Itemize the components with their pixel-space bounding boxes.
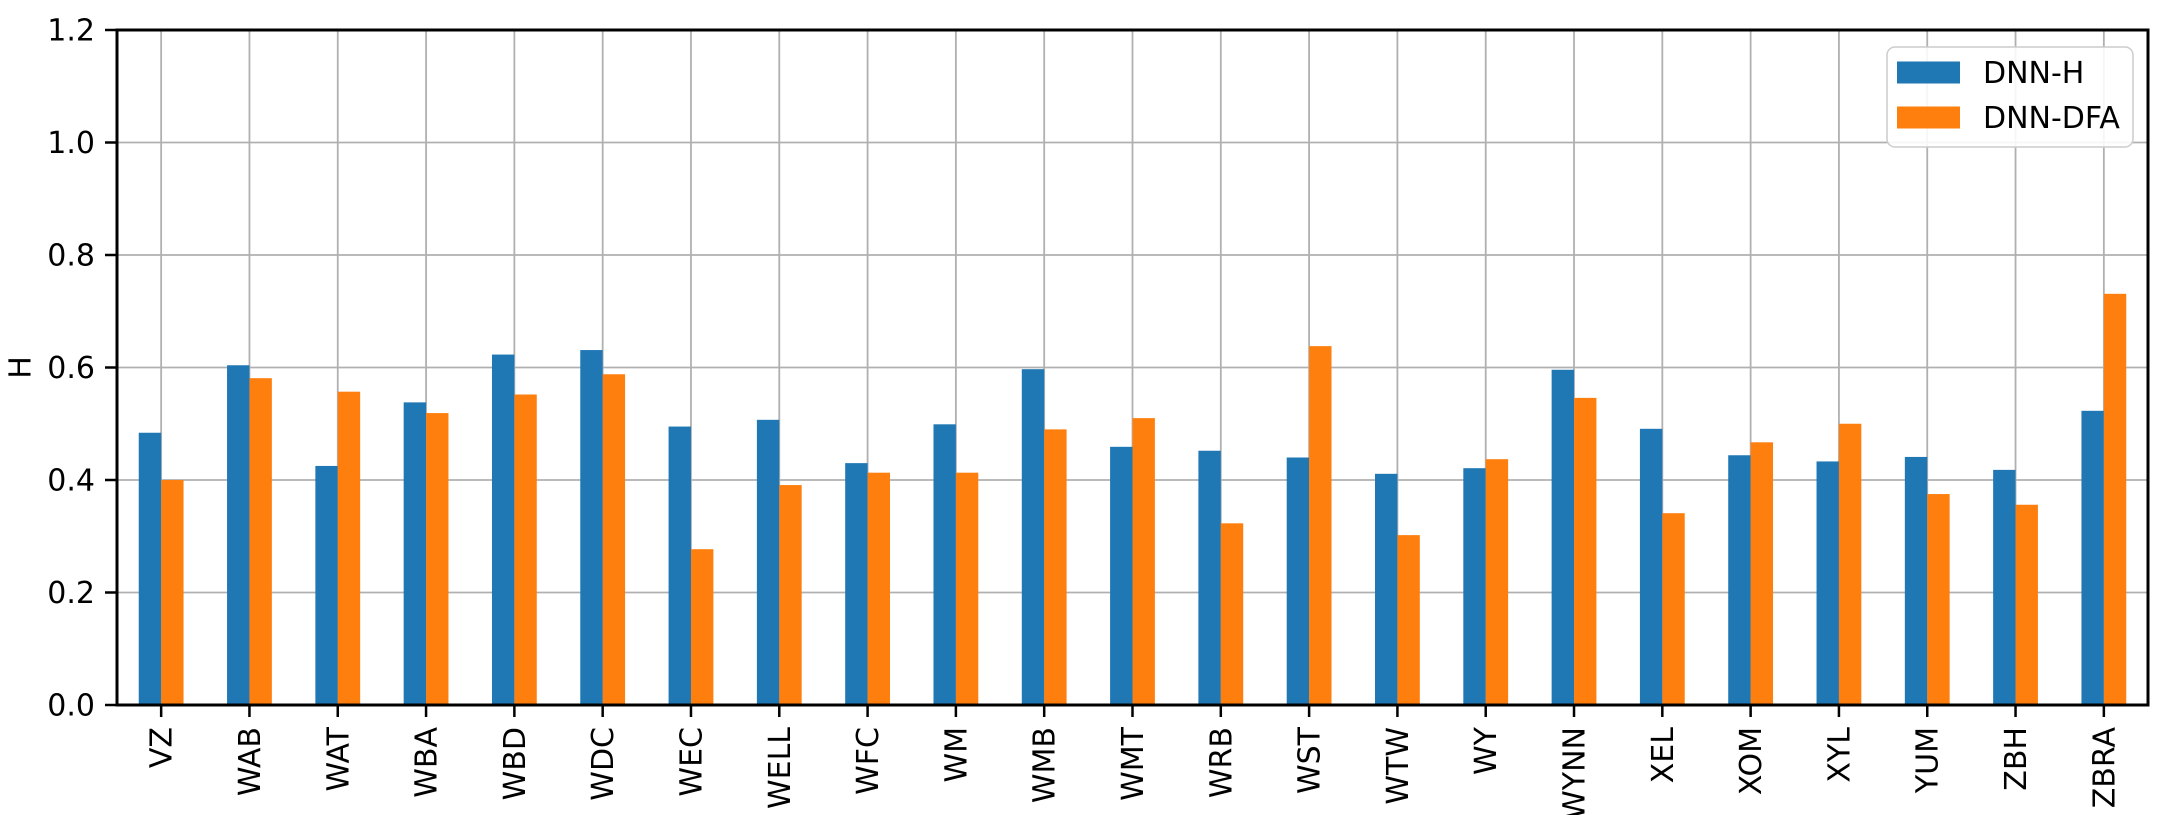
y-tick-label: 1.0	[47, 126, 95, 161]
bar-dnn-dfa-wba	[426, 413, 449, 705]
bar-dnn-h-wm	[933, 424, 956, 705]
bar-dnn-h-wfc	[845, 463, 868, 705]
bar-dnn-h-wmt	[1110, 446, 1133, 705]
bar-dnn-h-wy	[1463, 468, 1486, 705]
bar-dnn-dfa-wec	[690, 549, 714, 705]
bar-dnn-h-wec	[668, 426, 691, 705]
bar-dnn-h-wynn	[1551, 369, 1575, 705]
bar-dnn-h-well	[756, 419, 780, 705]
x-tick-label-wbd: WBD	[498, 727, 533, 800]
x-tick-label-zbh: ZBH	[1999, 727, 2034, 791]
y-axis-label: H	[4, 356, 39, 379]
legend-label-dnn-dfa: DNN-DFA	[1983, 101, 2120, 136]
bar-dnn-dfa-well	[779, 485, 802, 705]
x-tick-label-wab: WAB	[233, 727, 268, 796]
bar-dnn-h-wst	[1286, 457, 1310, 705]
x-tick-label-wynn: WYNN	[1558, 727, 1593, 815]
bar-dnn-h-yum	[1904, 456, 1928, 705]
bar-dnn-h-wba	[403, 402, 427, 705]
bar-dnn-dfa-zbh	[2015, 504, 2038, 705]
y-tick-label: 0.8	[47, 239, 95, 274]
bar-dnn-h-zbra	[2081, 410, 2104, 705]
bar-dnn-dfa-wbd	[514, 394, 537, 705]
bar-dnn-h-wbd	[491, 354, 515, 705]
bar-dnn-h-wab	[227, 365, 250, 705]
x-tick-label-wat: WAT	[321, 726, 356, 791]
bar-dnn-dfa-zbra	[2103, 293, 2127, 705]
legend-swatch-dnn-dfa	[1897, 106, 1960, 129]
bar-dnn-h-xom	[1728, 455, 1751, 705]
x-tick-label-wmb: WMB	[1028, 727, 1063, 803]
bar-dnn-dfa-wtw	[1397, 535, 1420, 705]
bar-dnn-h-wmb	[1021, 369, 1045, 705]
bar-dnn-dfa-wy	[1485, 459, 1509, 705]
x-tick-label-xyl: XYL	[1822, 727, 1857, 783]
legend-label-dnn-h: DNN-H	[1983, 56, 2084, 91]
x-tick-label-xel: XEL	[1646, 727, 1681, 784]
bar-dnn-h-wtw	[1375, 473, 1398, 705]
y-tick-label: 0.2	[47, 576, 95, 611]
x-tick-label-wba: WBA	[410, 727, 445, 798]
bar-dnn-dfa-wdc	[602, 374, 626, 705]
y-tick-label: 0.0	[47, 689, 95, 724]
x-tick-label-wrb: WRB	[1204, 727, 1239, 798]
bar-dnn-dfa-yum	[1927, 494, 1950, 705]
bar-dnn-dfa-wrb	[1220, 523, 1244, 705]
bar-dnn-dfa-wm	[955, 472, 979, 705]
x-tick-label-wtw: WTW	[1381, 727, 1416, 805]
bar-dnn-dfa-wynn	[1574, 397, 1597, 705]
x-tick-label-wec: WEC	[674, 727, 709, 797]
bar-dnn-dfa-wfc	[867, 472, 890, 705]
bar-dnn-dfa-xel	[1662, 513, 1685, 705]
bar-dnn-h-xyl	[1816, 461, 1839, 705]
bar-dnn-h-xel	[1639, 428, 1663, 705]
bar-dnn-dfa-vz	[161, 480, 184, 705]
x-tick-label-wdc: WDC	[586, 727, 621, 801]
y-tick-label: 1.2	[47, 14, 95, 49]
x-tick-label-wfc: WFC	[851, 727, 886, 795]
x-tick-label-well: WELL	[763, 727, 798, 809]
x-tick-label-yum: YUM	[1911, 727, 1946, 794]
x-tick-label-wy: WY	[1469, 726, 1504, 775]
bar-dnn-h-wdc	[580, 350, 603, 705]
y-tick-label: 0.6	[47, 351, 95, 386]
bar-dnn-dfa-wat	[337, 391, 361, 705]
bar-dnn-dfa-xom	[1750, 442, 1774, 705]
x-tick-label-xom: XOM	[1734, 727, 1769, 795]
x-tick-label-zbra: ZBRA	[2087, 727, 2122, 809]
x-tick-label-wst: WST	[1293, 726, 1328, 794]
bar-dnn-dfa-wab	[249, 378, 272, 705]
y-tick-label: 0.4	[47, 464, 95, 499]
x-tick-label-vz: VZ	[145, 727, 180, 768]
bar-dnn-dfa-xyl	[1838, 423, 1862, 705]
bar-dnn-dfa-wst	[1309, 346, 1332, 705]
bar-dnn-h-zbh	[1993, 469, 2016, 705]
x-tick-label-wmt: WMT	[1116, 726, 1151, 801]
bar-dnn-h-wrb	[1198, 450, 1221, 705]
bar-dnn-h-wat	[315, 465, 338, 705]
bar-dnn-dfa-wmt	[1132, 418, 1155, 705]
bar-dnn-dfa-wmb	[1044, 429, 1067, 705]
bar-dnn-h-vz	[138, 432, 162, 705]
legend-swatch-dnn-h	[1897, 61, 1960, 84]
x-tick-label-wm: WM	[939, 727, 974, 783]
